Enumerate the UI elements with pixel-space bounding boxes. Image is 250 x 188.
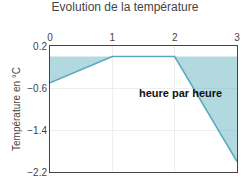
svg-text:3: 3 bbox=[234, 32, 240, 43]
svg-text:Température en °C: Température en °C bbox=[11, 67, 22, 151]
svg-text:Evolution de la température: Evolution de la température bbox=[52, 0, 199, 14]
svg-text:1: 1 bbox=[110, 32, 116, 43]
svg-text:0.2: 0.2 bbox=[33, 41, 47, 52]
svg-text:0: 0 bbox=[47, 32, 53, 43]
svg-text:−1.4: −1.4 bbox=[27, 125, 47, 136]
svg-text:2: 2 bbox=[172, 32, 178, 43]
svg-text:heure par heure: heure par heure bbox=[139, 87, 222, 99]
svg-text:−2.2: −2.2 bbox=[27, 167, 47, 178]
svg-text:−0.6: −0.6 bbox=[27, 83, 47, 94]
